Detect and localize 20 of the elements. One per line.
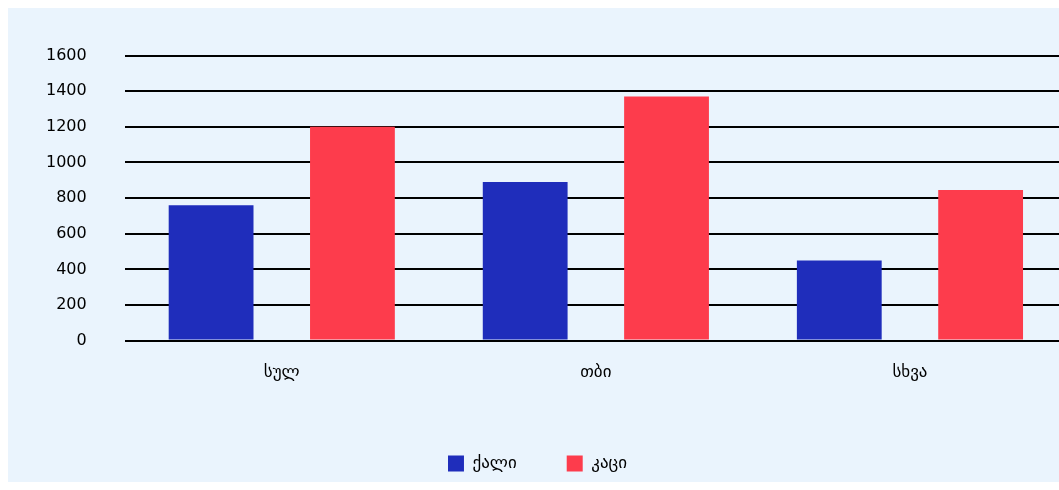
y-tick-label: 1400	[46, 80, 87, 100]
legend-label: ქალი	[472, 451, 517, 472]
legend-label: კაცი	[591, 451, 628, 472]
bar	[482, 182, 568, 340]
x-tick-label: სულ	[263, 361, 300, 382]
bar	[796, 260, 882, 340]
y-tick-label: 1000	[46, 151, 87, 171]
y-tick-label: 1200	[46, 116, 87, 136]
y-tick-label: 600	[56, 222, 87, 242]
bar	[938, 190, 1024, 340]
x-tick-label: თბი	[580, 361, 612, 382]
bar	[168, 205, 254, 340]
bar	[624, 96, 709, 340]
y-tick-label: 800	[56, 187, 87, 207]
y-tick-label: 400	[56, 258, 87, 278]
x-tick-label: სხვა	[892, 361, 928, 382]
y-tick-label: 0	[76, 329, 87, 349]
bar	[310, 126, 395, 340]
y-tick-label: 200	[56, 294, 87, 314]
y-tick-label: 1600	[46, 44, 87, 64]
